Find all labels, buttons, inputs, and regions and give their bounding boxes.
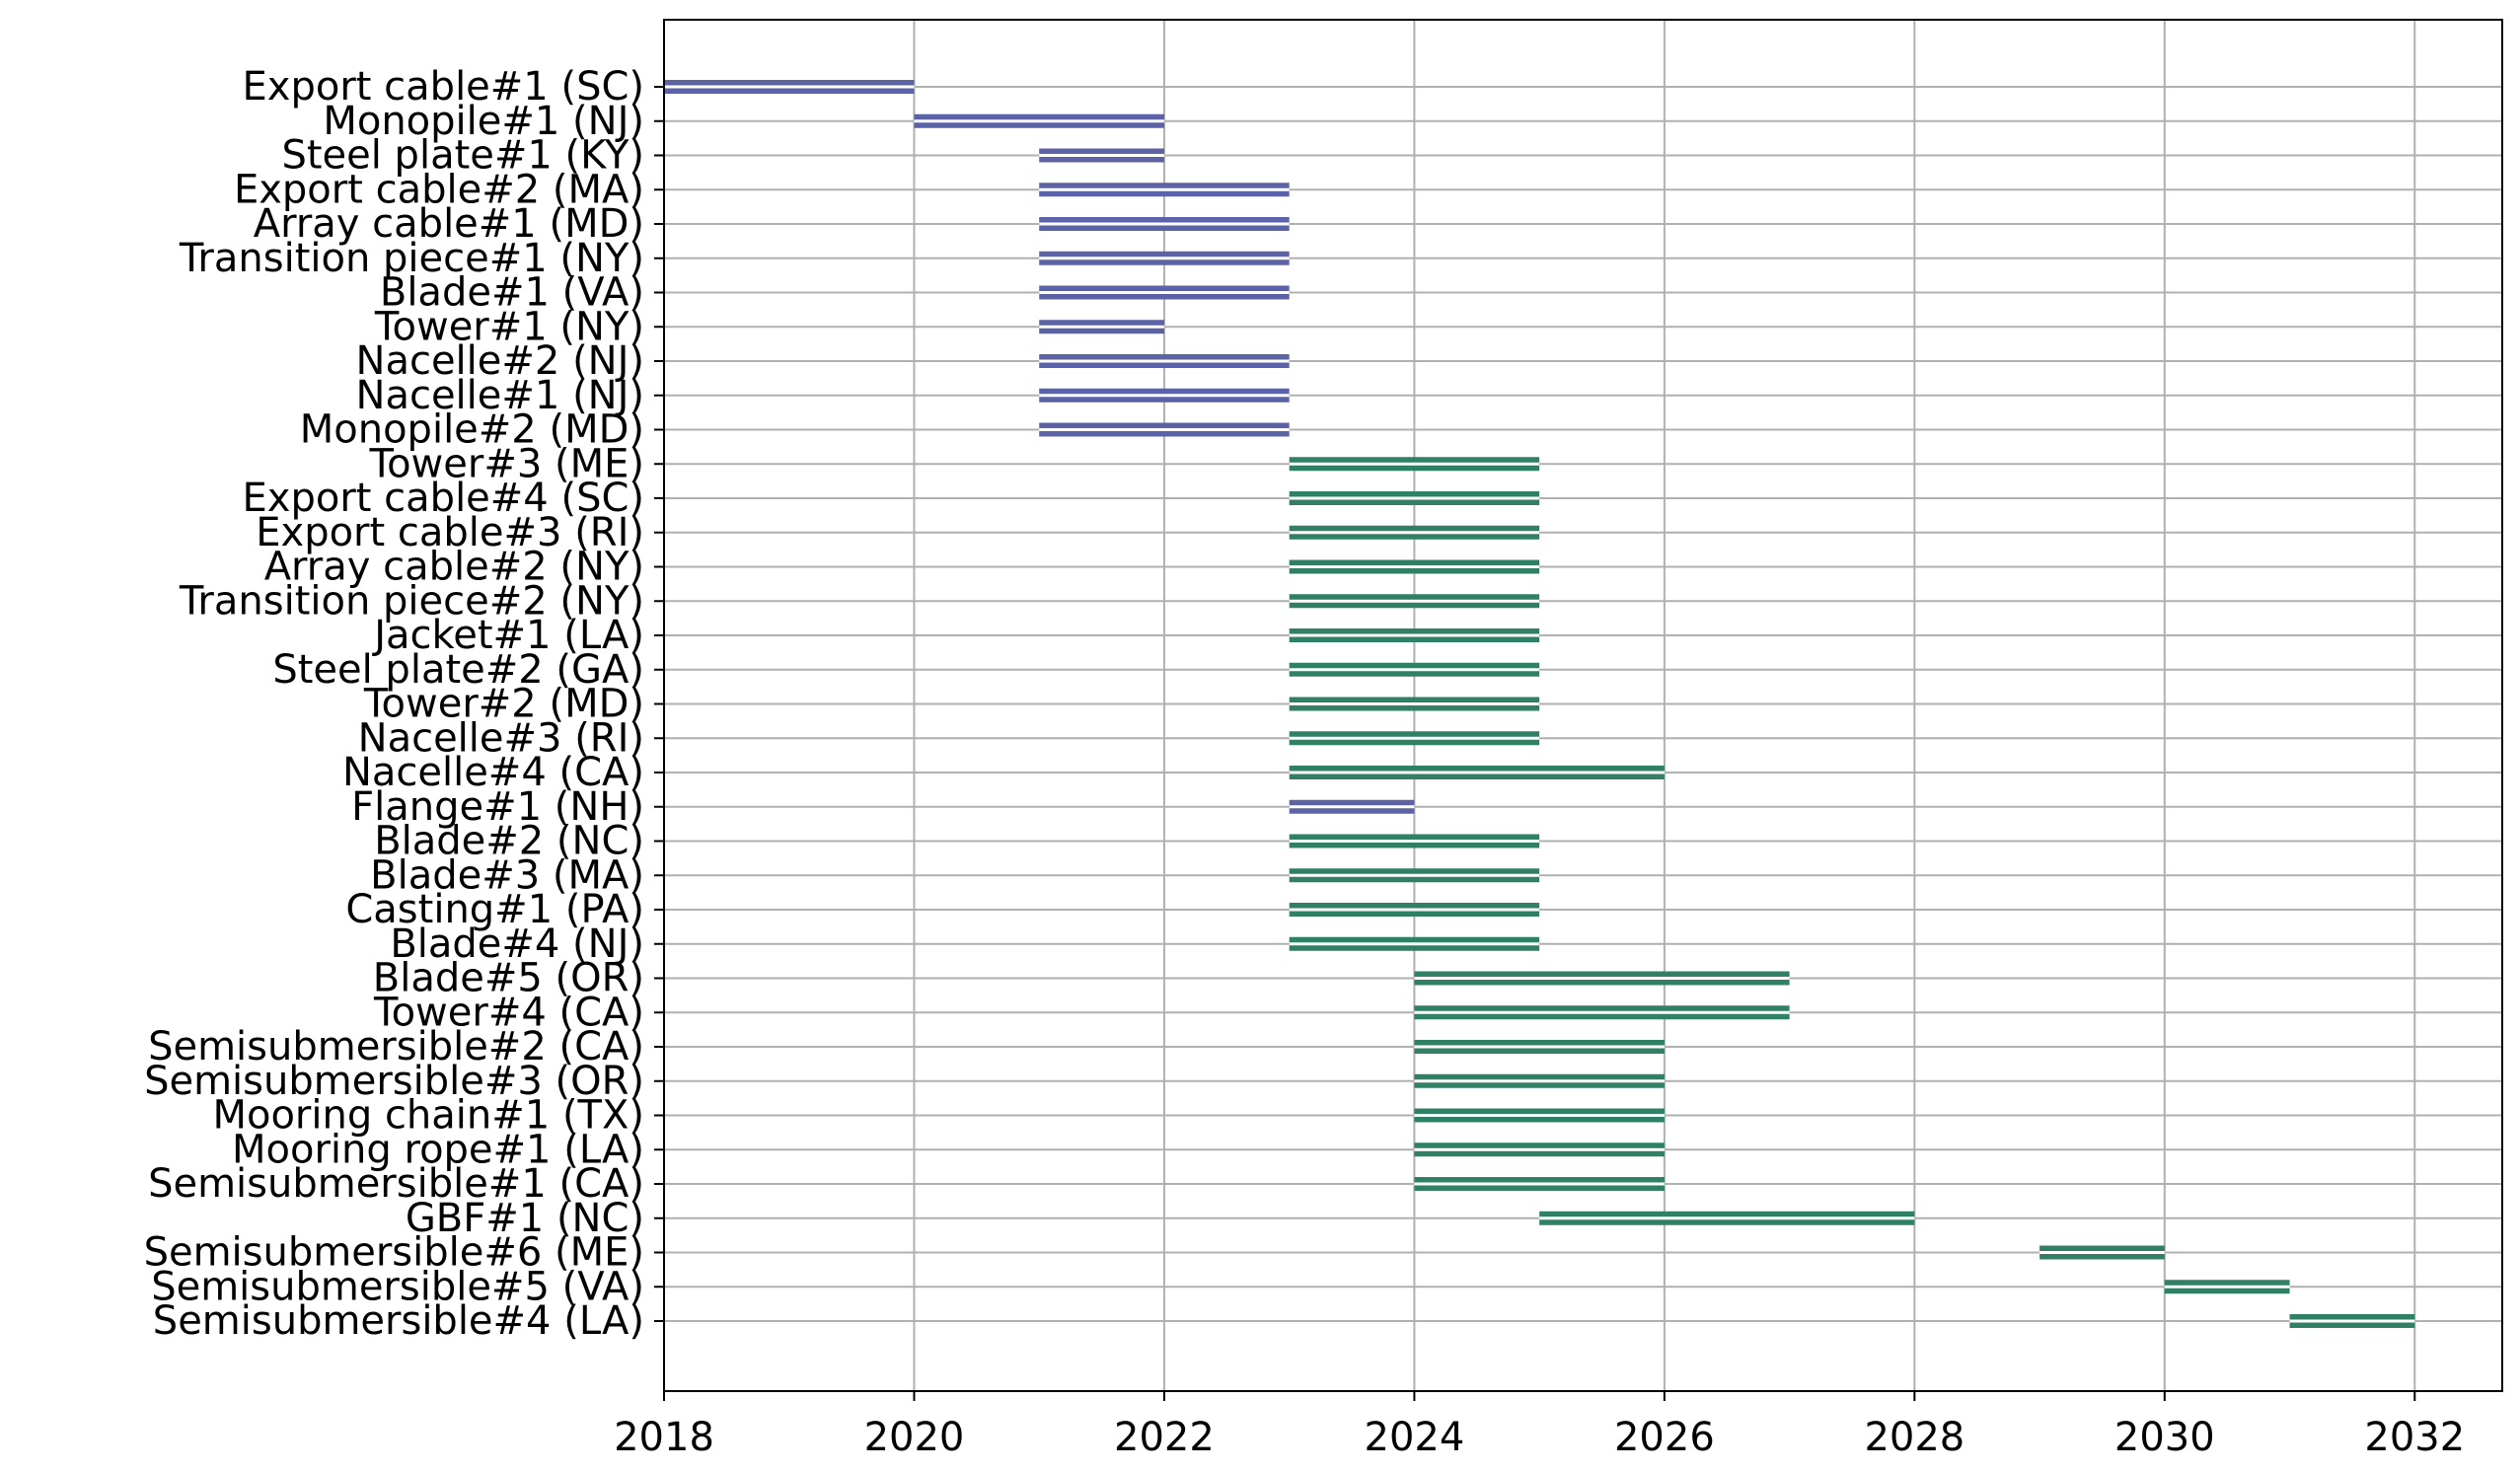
y-tick-label: Blade#1 (VA) xyxy=(380,270,644,316)
y-tick-label: Semisubmersible#2 (CA) xyxy=(148,1024,644,1069)
bar-layer xyxy=(664,80,2415,1328)
y-tick-label: Blade#3 (MA) xyxy=(370,852,644,898)
y-tick-label: Flange#1 (NH) xyxy=(351,784,644,830)
y-tick-label: Casting#1 (PA) xyxy=(345,887,644,932)
y-axis-ticks: Export cable#1 (SC)Monopile#1 (NJ)Steel … xyxy=(144,64,664,1344)
y-tick-label: Steel plate#2 (GA) xyxy=(272,647,644,693)
y-tick-label: Export cable#1 (SC) xyxy=(243,64,644,110)
y-tick-label: Semisubmersible#4 (LA) xyxy=(153,1298,644,1344)
y-tick-label: Jacket#1 (LA) xyxy=(371,613,644,658)
x-tick-label: 2026 xyxy=(1614,1415,1715,1460)
y-tick-label: Tower#2 (MD) xyxy=(363,682,644,727)
y-tick-label: Semisubmersible#1 (CA) xyxy=(148,1161,644,1207)
y-tick-label: Mooring rope#1 (LA) xyxy=(232,1127,644,1172)
y-tick-label: Tower#4 (CA) xyxy=(373,990,644,1035)
x-tick-label: 2022 xyxy=(1114,1415,1215,1460)
y-tick-label: Array cable#2 (NY) xyxy=(264,545,644,590)
x-tick-label: 2032 xyxy=(2364,1415,2465,1460)
y-tick-label: Semisubmersible#3 (OR) xyxy=(144,1059,644,1104)
y-tick-label: Tower#1 (NY) xyxy=(374,304,644,349)
grid-layer xyxy=(663,20,2502,1391)
plot-frame xyxy=(663,19,2503,1392)
y-tick-label: Export cable#2 (MA) xyxy=(234,167,644,212)
y-tick-label: Export cable#3 (RI) xyxy=(256,510,644,555)
y-tick-label: Nacelle#2 (NJ) xyxy=(356,338,644,384)
y-tick-label: Array cable#1 (MD) xyxy=(254,201,644,247)
y-tick-label: Semisubmersible#5 (VA) xyxy=(151,1264,644,1309)
x-tick-label: 2028 xyxy=(1864,1415,1964,1460)
x-axis-ticks: 2018 2020 2022 2024 2026 2028 2030 2032 xyxy=(614,1391,2465,1460)
y-tick-label: Monopile#2 (MD) xyxy=(300,407,644,453)
x-tick-label: 2024 xyxy=(1365,1415,1465,1460)
y-tick-label: Nacelle#3 (RI) xyxy=(358,715,644,761)
y-tick-label: Monopile#1 (NJ) xyxy=(323,99,644,144)
y-tick-label: Steel plate#1 (KY) xyxy=(281,133,644,179)
x-tick-label: 2018 xyxy=(614,1415,714,1460)
y-tick-label: GBF#1 (NC) xyxy=(406,1196,644,1241)
y-tick-label: Nacelle#1 (NJ) xyxy=(356,373,644,418)
y-tick-label: Mooring chain#1 (TX) xyxy=(212,1093,644,1139)
x-tick-label: 2030 xyxy=(2114,1415,2215,1460)
y-tick-label: Blade#4 (NJ) xyxy=(390,921,644,967)
y-tick-label: Export cable#4 (SC) xyxy=(243,476,644,521)
y-tick-label: Transition piece#2 (NY) xyxy=(179,578,644,624)
y-tick-label: Tower#3 (ME) xyxy=(368,441,644,486)
y-tick-label: Blade#5 (OR) xyxy=(373,956,644,1001)
y-tick-label: Nacelle#4 (CA) xyxy=(342,750,644,795)
x-tick-label: 2020 xyxy=(864,1415,965,1460)
y-tick-label: Blade#2 (NC) xyxy=(374,819,644,864)
y-tick-label: Transition piece#1 (NY) xyxy=(179,236,644,281)
y-tick-label: Semisubmersible#6 (ME) xyxy=(144,1230,644,1276)
